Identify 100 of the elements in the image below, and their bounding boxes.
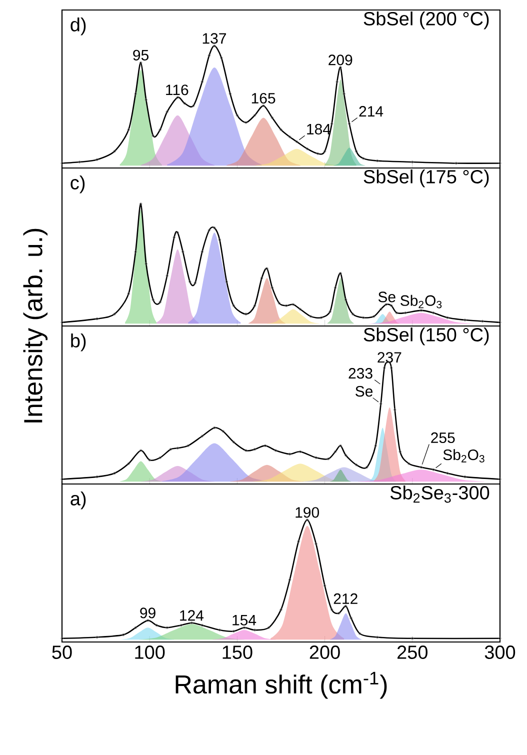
point (498, 321, 502, 324)
point (298, 450, 302, 454)
point (292, 303, 295, 306)
point (60, 162, 64, 165)
point (295, 140, 298, 144)
point (200, 80, 204, 84)
point (481, 320, 484, 323)
annotation: Se (378, 292, 396, 302)
point (420, 466, 423, 469)
point (186, 444, 190, 448)
chart-title: SbSel (200 °C) (364, 11, 489, 30)
point (339, 66, 342, 69)
point (127, 292, 130, 296)
x-tick-label: 100 (135, 646, 165, 659)
point (155, 624, 158, 627)
y-axis-title: Intensity (arb. u.) (23, 228, 48, 422)
point (404, 311, 407, 314)
point (339, 272, 342, 275)
point (446, 316, 449, 320)
point (278, 302, 281, 305)
point (253, 304, 256, 308)
point (297, 540, 300, 543)
annotation: 212 (334, 593, 358, 604)
point (306, 518, 309, 522)
point (169, 448, 172, 451)
annotation: 137 (202, 33, 226, 44)
point (334, 286, 337, 290)
annotation: 233 (348, 368, 372, 379)
point (330, 122, 334, 126)
point (139, 61, 142, 64)
point (376, 159, 379, 162)
point (188, 280, 192, 284)
point (334, 450, 337, 454)
point (342, 92, 346, 96)
point (144, 262, 148, 266)
point (284, 304, 288, 308)
annotation: 255 (431, 432, 455, 444)
point (60, 637, 64, 640)
x-tick-label: 200 (310, 646, 340, 659)
point (270, 286, 274, 290)
point (127, 462, 130, 466)
point (376, 636, 379, 639)
point (200, 434, 204, 438)
point (464, 475, 466, 478)
point (314, 456, 318, 460)
point (166, 274, 169, 278)
point (244, 449, 248, 452)
point (166, 110, 169, 114)
point (213, 44, 216, 48)
point (134, 92, 137, 96)
chart-title: Sb$_{2}$Se$_{3}$-300 (390, 485, 490, 503)
point (350, 616, 352, 620)
point (172, 236, 176, 239)
point (190, 621, 194, 624)
point (146, 619, 150, 622)
point (393, 408, 396, 412)
point (382, 366, 386, 370)
point (374, 444, 377, 448)
point (242, 626, 246, 630)
point (390, 366, 393, 370)
point (208, 228, 211, 232)
point (260, 276, 264, 280)
annotation: 209 (328, 54, 352, 66)
point (225, 280, 228, 284)
point (298, 308, 302, 311)
point (398, 450, 402, 454)
point (96, 158, 98, 162)
point (384, 303, 388, 306)
annotation: 116 (166, 84, 188, 96)
point (134, 626, 137, 630)
annotation: Sb$_{2}$O$_{3}$ (400, 294, 442, 308)
point (176, 231, 180, 234)
point (328, 310, 332, 314)
point (183, 102, 186, 105)
point (222, 430, 225, 433)
point (266, 267, 268, 270)
point (152, 298, 154, 302)
point (244, 121, 248, 124)
point (158, 456, 162, 460)
point (220, 56, 223, 60)
point (339, 444, 342, 448)
point (336, 80, 338, 84)
point (218, 628, 222, 632)
point (166, 626, 169, 630)
point (306, 147, 309, 150)
point (274, 449, 278, 452)
point (288, 578, 292, 582)
point (323, 150, 326, 153)
x-tick-label: 150 (222, 646, 252, 659)
point (181, 250, 184, 254)
point (158, 300, 162, 304)
point (362, 316, 365, 320)
point (213, 226, 216, 230)
chart-title: SbSel (175 °C) (364, 169, 489, 188)
point (213, 426, 216, 430)
point (236, 114, 239, 117)
point (176, 446, 180, 450)
point (264, 444, 267, 448)
chart-title: SbSel (150 °C) (364, 327, 489, 346)
point (122, 633, 125, 636)
